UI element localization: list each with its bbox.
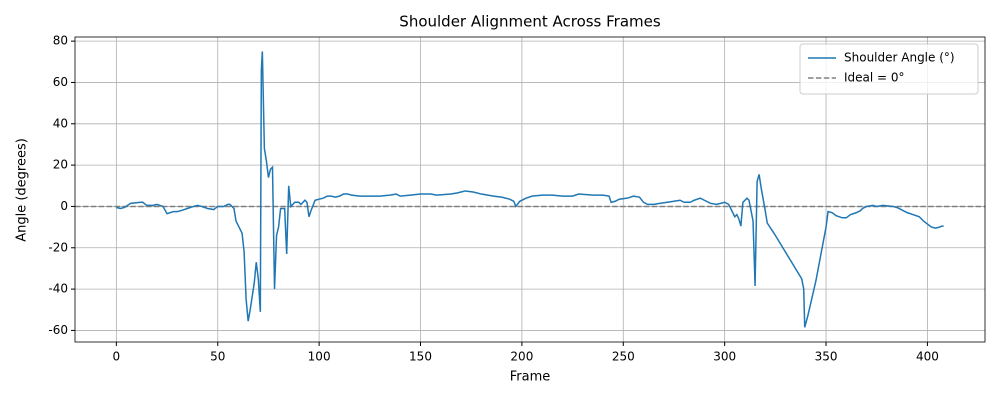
y-tick-label: 40: [53, 116, 68, 130]
chart-title: Shoulder Alignment Across Frames: [399, 13, 661, 31]
x-tick-label: 300: [713, 350, 736, 364]
x-tick-label: 200: [510, 350, 533, 364]
x-tick-label: 0: [113, 350, 121, 364]
y-tick-label: -20: [48, 240, 68, 254]
legend-label: Ideal = 0°: [844, 71, 905, 85]
x-tick-label: 350: [815, 350, 838, 364]
y-tick-label: 0: [60, 199, 68, 213]
x-tick-label: 100: [308, 350, 331, 364]
x-axis-label: Frame: [510, 370, 551, 385]
plot-frame: [74, 36, 986, 343]
data-line: [116, 51, 944, 328]
y-tick-label: 80: [53, 34, 68, 48]
legend-box: [799, 43, 979, 95]
y-tick-label: 20: [53, 158, 68, 172]
y-tick-label: 60: [53, 75, 68, 89]
y-tick-label: -40: [48, 282, 68, 296]
x-tick-label: 400: [916, 350, 939, 364]
y-axis-label: Angle (degrees): [15, 138, 30, 242]
x-tick-label: 50: [210, 350, 225, 364]
x-tick-label: 250: [612, 350, 635, 364]
legend-label: Shoulder Angle (°): [844, 51, 955, 65]
x-tick-label: 150: [409, 350, 432, 364]
y-tick-label: -60: [48, 323, 68, 337]
